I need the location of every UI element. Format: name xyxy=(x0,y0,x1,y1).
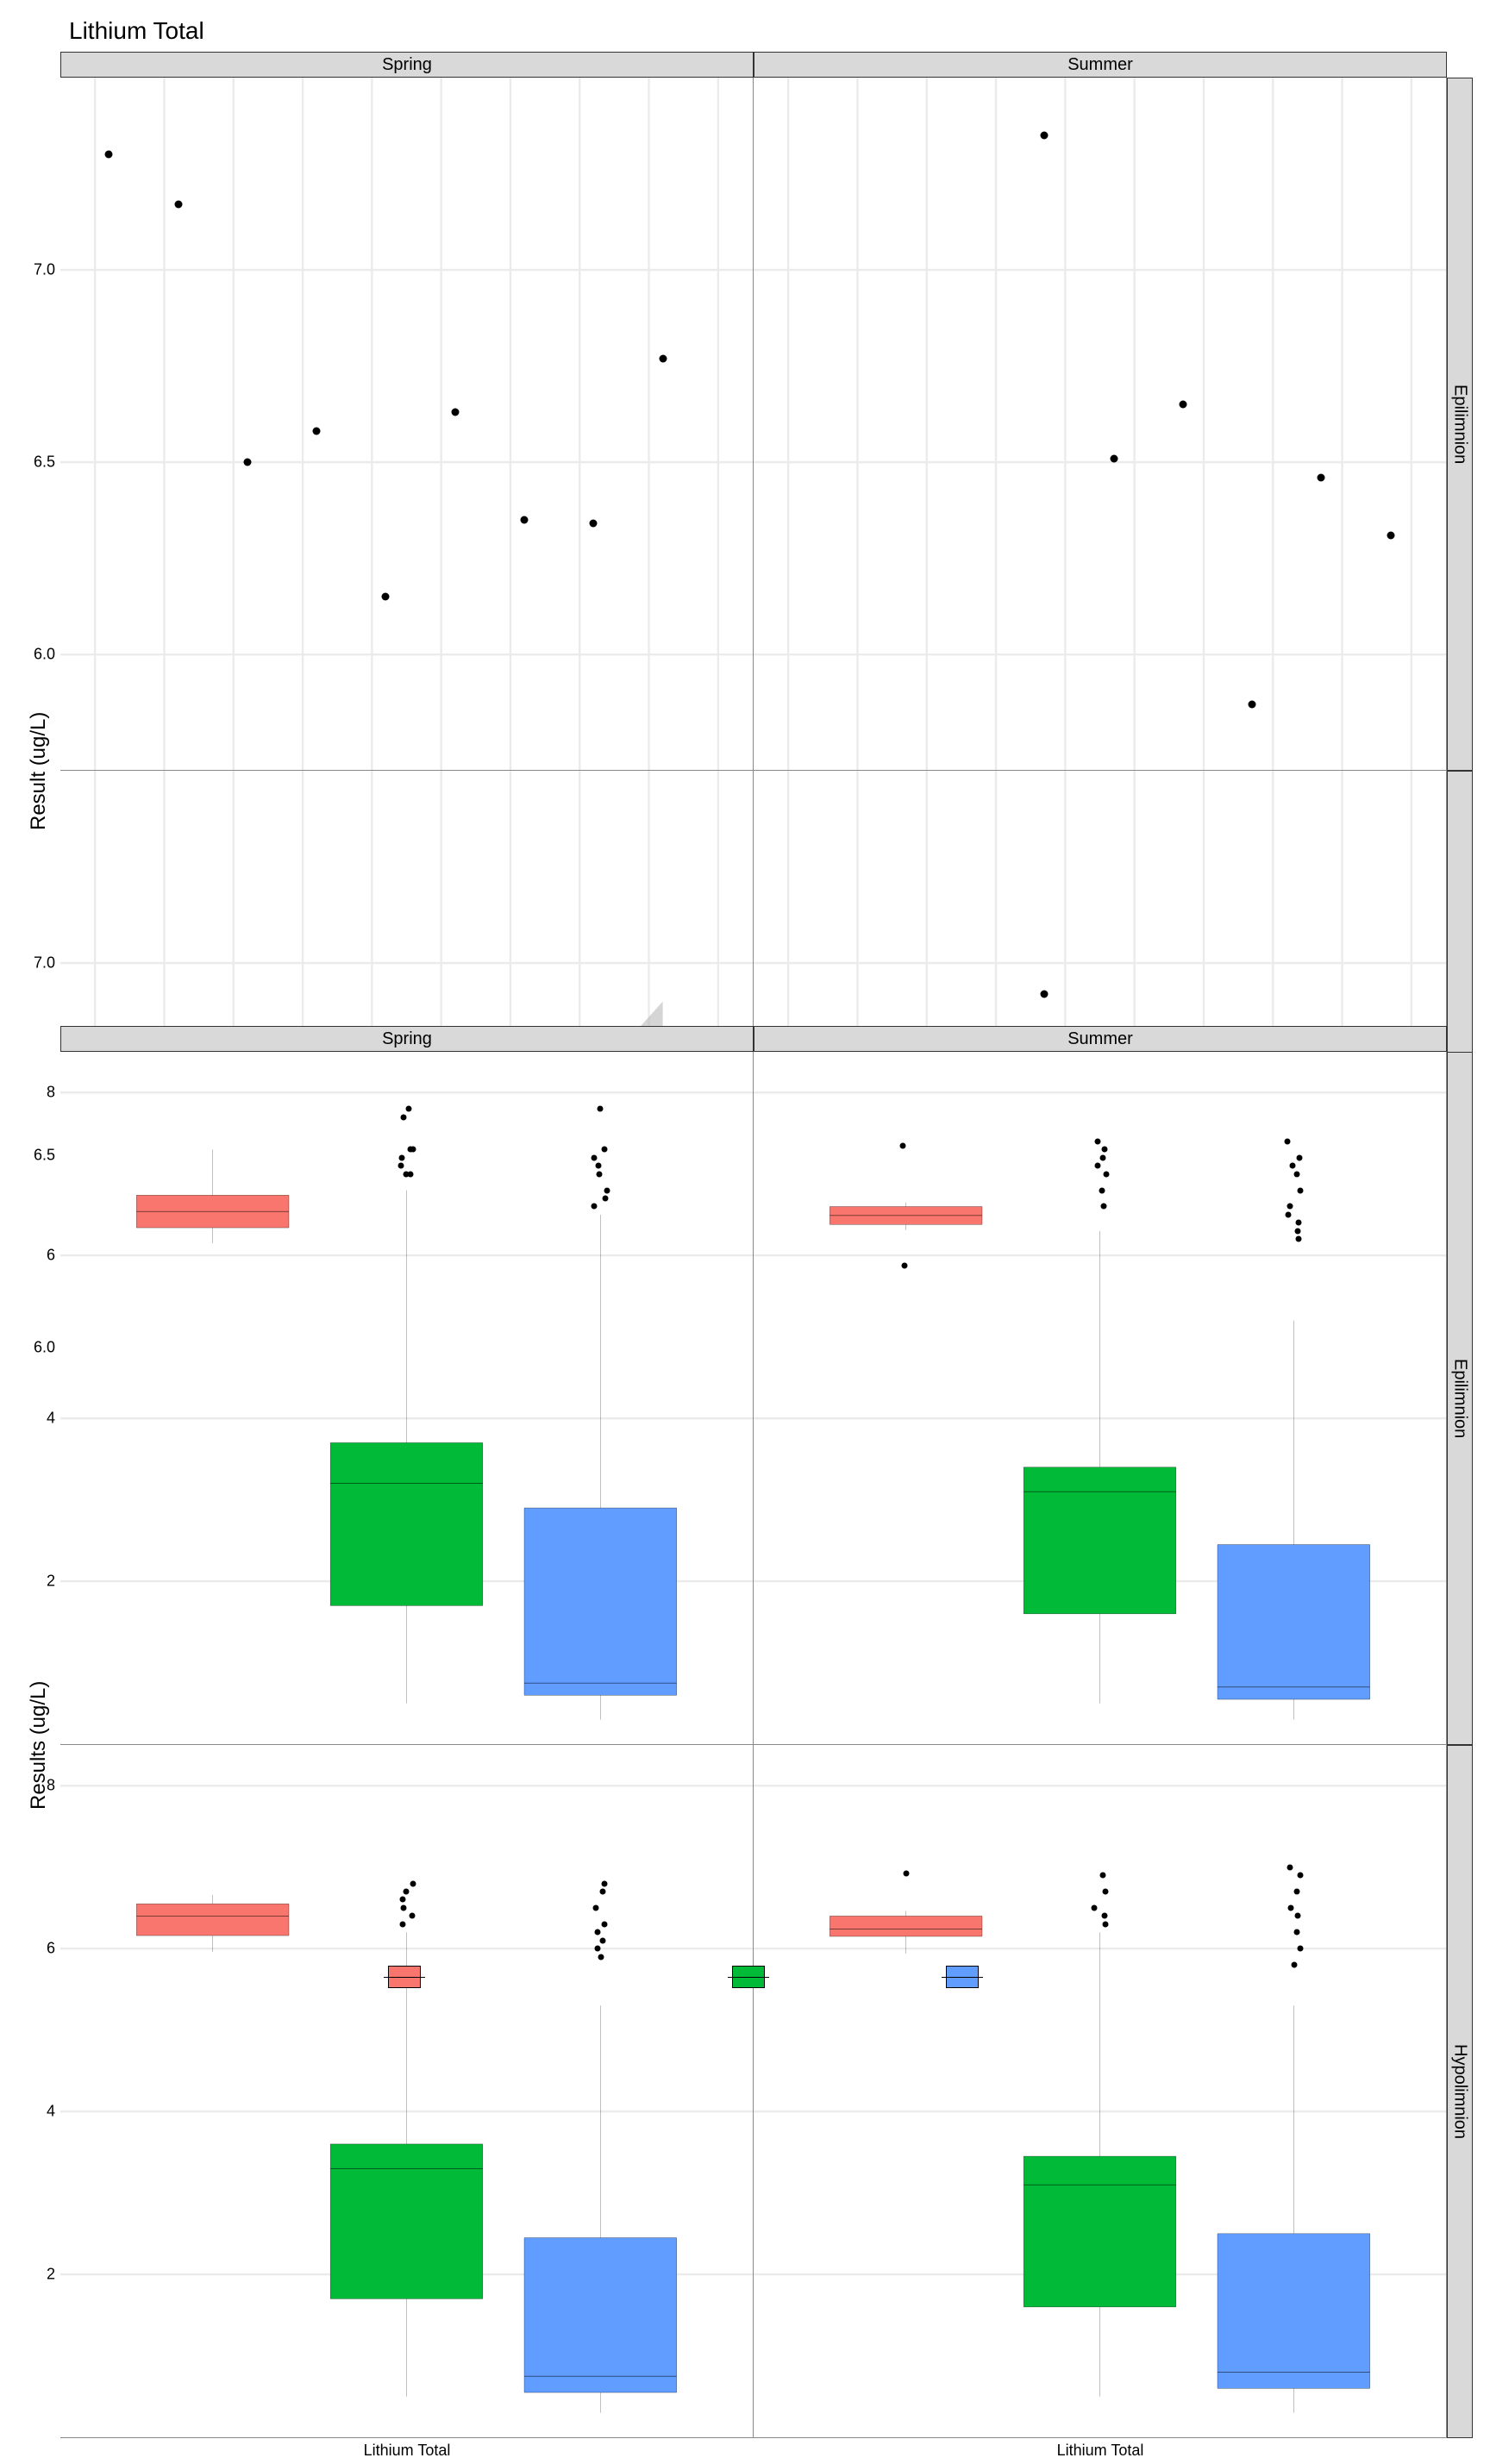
chart1-title: Lithium Total xyxy=(69,17,1473,45)
chart1-panel-summer-epi xyxy=(754,78,1447,771)
chart2-panel-summer-hypo xyxy=(754,1745,1447,2438)
chart2-panel-spring-epi: 2468 xyxy=(60,1052,754,1745)
boxplot-facet-chart: Comparison with Network Data Results (ug… xyxy=(17,991,1473,1931)
legend-key-network xyxy=(946,1966,979,1988)
chart2-xlabel-summer: Lithium Total xyxy=(754,2438,1447,2464)
chart1-panel-spring-epi: 6.06.57.0 xyxy=(60,78,754,771)
chart2-panel-spring-hypo: 2468 xyxy=(60,1745,754,2438)
chart1-col-header-spring: Spring xyxy=(60,52,754,78)
chart2-row-header-epi: Epilimnion xyxy=(1447,1052,1473,1745)
chart2-col-header-summer: Summer xyxy=(754,1026,1447,1052)
scatter-facet-chart: Lithium Total Result (ug/L) Spring Summe… xyxy=(17,17,1473,957)
chart1-row-header-epi: Epilimnion xyxy=(1447,78,1473,771)
chart2-row-header-hypo: Hypolimnion xyxy=(1447,1745,1473,2438)
legend-key-regional xyxy=(732,1966,765,1988)
chart1-col-header-summer: Summer xyxy=(754,52,1447,78)
legend-key-kalamalka xyxy=(388,1966,421,1988)
chart2-grid: Results (ug/L) Spring Summer Epilimnion … xyxy=(17,1026,1473,1931)
chart1-grid: Result (ug/L) Spring Summer Epilimnion H… xyxy=(17,52,1473,957)
chart2-xlabel-spring: Lithium Total xyxy=(60,2438,754,2464)
chart2-panel-summer-epi xyxy=(754,1052,1447,1745)
chart2-col-header-spring: Spring xyxy=(60,1026,754,1052)
